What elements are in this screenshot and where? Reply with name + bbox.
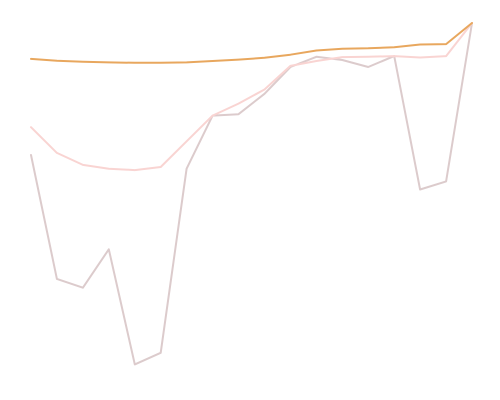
series-line-3 (30, 22, 473, 366)
series-line-2 (30, 22, 473, 172)
series-line-1 (30, 22, 473, 64)
series-layer (30, 22, 473, 366)
